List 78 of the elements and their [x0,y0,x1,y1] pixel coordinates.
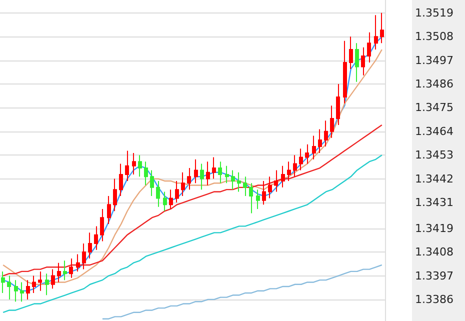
line-series [2,154,382,313]
candlestick [144,161,148,186]
candlestick [150,170,154,197]
candlestick [82,242,86,270]
candlestick [237,172,241,192]
candlestick [76,254,80,272]
y-tick-label: 1.3408 [415,246,454,259]
candlestick [113,178,117,212]
candlestick [262,180,266,206]
candlestick [318,128,322,154]
candlestick [51,268,55,290]
candlestick [187,168,191,190]
candlestick [119,163,123,197]
candlestick [367,32,371,63]
candlestick [256,189,260,210]
candlestick [374,14,378,50]
y-tick-label: 1.3386 [415,292,454,306]
candlestick [206,161,210,186]
candlestick [274,170,278,192]
y-tick-label: 1.3397 [415,269,454,282]
candlestick [287,161,291,182]
candlestick [355,42,359,82]
candlestick [225,165,229,184]
candlestick [293,154,297,178]
candlestick [212,156,216,180]
candlestick [57,262,61,283]
candlestick [218,161,222,184]
candlestick [330,105,334,138]
candlestick [343,40,347,104]
candlestick [94,226,98,250]
candlestick [38,270,42,292]
candlestick [132,152,136,176]
y-tick-label: 1.3464 [415,124,454,138]
line-series [102,264,382,320]
y-tick-label: 1.3508 [415,30,454,44]
candlestick [69,258,73,278]
candlestick [125,150,129,182]
candlestick [324,120,328,147]
candlestick [26,280,30,300]
candlestick [32,275,36,294]
candlestick [243,176,247,197]
candlestick [361,46,365,76]
candlestick [63,260,67,281]
y-tick-label: 1.3497 [415,54,454,67]
candlestick [299,148,303,171]
candlestick [249,182,253,214]
y-tick-label: 1.3486 [415,78,454,91]
candlestick [100,208,104,242]
candlestick [107,196,111,225]
candlestick [181,172,185,197]
candlestick [156,180,160,208]
candlestick [88,232,92,260]
y-tick-label: 1.3519 [415,6,454,20]
candlestick [14,280,18,302]
y-tick-label: 1.3475 [415,101,454,114]
candlestick [349,36,353,70]
y-tick-label: 1.3453 [415,148,454,162]
candlestick [231,170,235,190]
candlestick [7,275,11,300]
candlestick [312,135,316,160]
candlestick [163,191,167,212]
candlestick [138,154,142,178]
candlestick [20,282,24,302]
candlestick [336,84,340,126]
candlestick [268,176,272,199]
candlestick [45,273,49,296]
candlestick [281,165,285,188]
candlestick [380,12,384,44]
y-tick-label: 1.3431 [415,196,454,210]
candlestick [1,270,5,294]
y-tick-label: 1.3442 [415,172,454,186]
candlestick [175,180,179,204]
candlestick [200,163,204,190]
candlestick [194,158,198,184]
candlestick [169,189,173,210]
y-tick-label: 1.3419 [415,222,454,235]
line-series [2,124,382,276]
candlestick [305,144,309,164]
